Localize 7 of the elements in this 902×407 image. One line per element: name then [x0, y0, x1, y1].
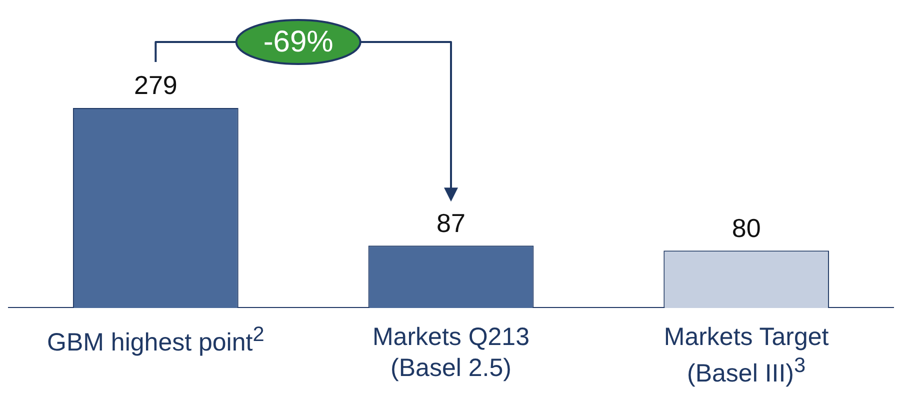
data-label: 80: [732, 212, 761, 243]
text: -69%: [263, 25, 334, 58]
x-tick-label: GBM highest point$^{2}$: [46, 322, 266, 358]
data-label: 279: [134, 70, 178, 100]
x-tick-label: Markets Q213 (Basel 2.5): [371, 322, 530, 384]
data-label: 87: [436, 208, 466, 238]
x-tick-label: Markets Target (Basel III)$^{3}$: [662, 322, 830, 390]
